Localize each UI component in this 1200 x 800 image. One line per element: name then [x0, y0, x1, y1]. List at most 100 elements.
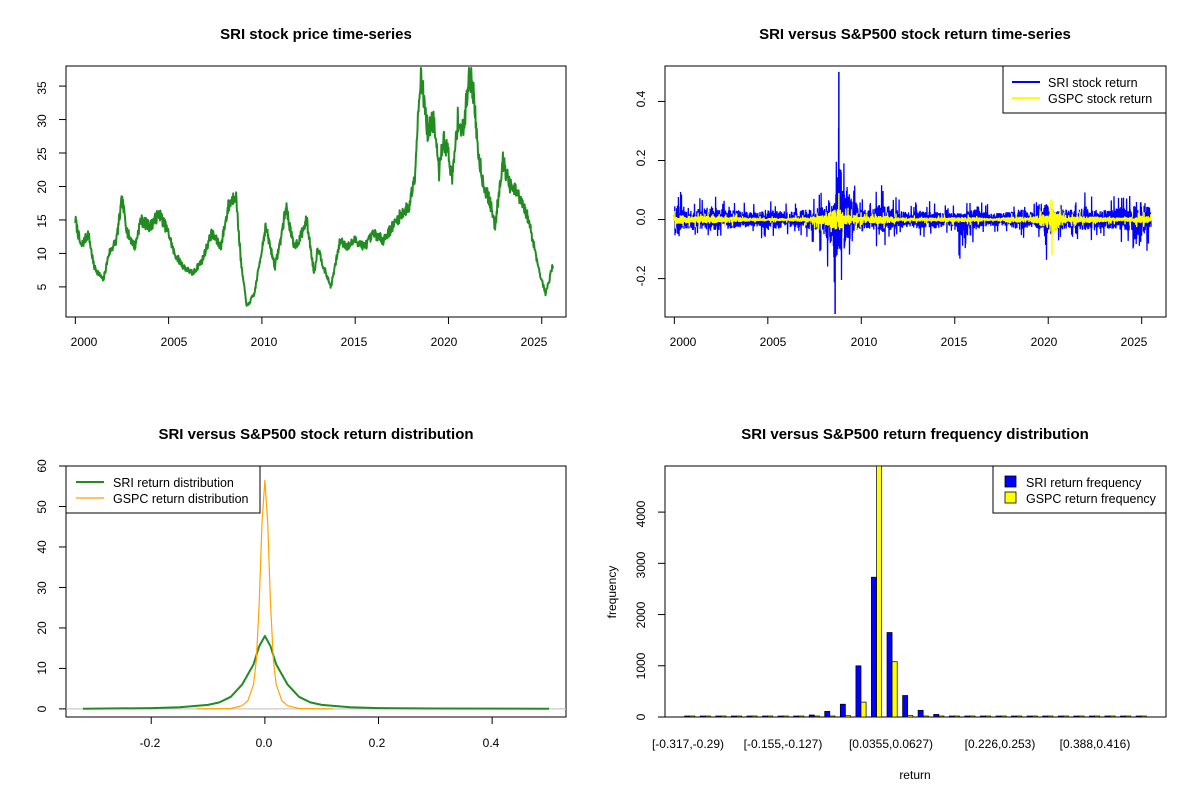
bar-sri: [1026, 715, 1033, 718]
bar-gspc: [907, 715, 914, 718]
y-tick-label: 40: [35, 540, 49, 554]
density-marks: [59, 465, 566, 724]
series-line-gspc-density: [196, 479, 334, 710]
bar-gspc: [1140, 715, 1147, 718]
x-tick-label: 2000: [71, 335, 98, 349]
x-tick-label: [0.0355,0.0627): [849, 737, 933, 751]
x-tick-label: 2015: [941, 335, 968, 349]
legend-label: GSPC stock return: [1048, 92, 1152, 106]
x-tick-label: 2010: [851, 335, 878, 349]
bar-gspc: [1000, 715, 1007, 718]
legend-label: SRI return frequency: [1026, 476, 1142, 490]
bar-sri: [855, 665, 862, 718]
panel-return-timeseries: SRI versus S&P500 stock return time-seri…: [634, 26, 1167, 349]
bar-gspc: [813, 715, 820, 718]
legend-returns: SRI stock return GSPC stock return: [1002, 65, 1167, 114]
bar-sri: [839, 703, 846, 718]
y-tick-label: 60: [35, 459, 49, 473]
bar-sri: [980, 715, 986, 718]
bar-gspc: [845, 715, 851, 718]
bar-sri: [1073, 715, 1080, 718]
bar-sri: [964, 715, 971, 718]
panel-price-timeseries: SRI stock price time-series 2000 2005 20…: [35, 26, 567, 349]
y-tick-label: 50: [35, 500, 49, 514]
plot-box-price: [65, 65, 567, 318]
x-tick-label: -0.2: [140, 736, 161, 750]
bar-gspc: [782, 715, 789, 718]
y-axis-returns: -0.2 0.0 0.2 0.4: [634, 90, 648, 286]
plot-box-density: [65, 465, 567, 718]
legend-frequency: SRI return frequency GSPC return frequen…: [992, 465, 1167, 514]
x-tick-label: 2025: [521, 335, 548, 349]
bar-sri: [715, 715, 722, 718]
bar-gspc: [829, 715, 836, 718]
series-line-gspc-return: [673, 199, 1152, 239]
bar-gspc: [751, 715, 758, 718]
y-tick-label: 10: [35, 661, 49, 675]
bar-sri: [995, 715, 1002, 718]
bar-gspc: [704, 715, 711, 718]
bar-gspc: [922, 715, 929, 718]
y-tick-label: 20: [35, 621, 49, 635]
bar-sri: [1104, 715, 1111, 718]
bar-sri: [762, 715, 768, 718]
x-tick-label: [-0.155,-0.127): [744, 737, 823, 751]
plot-box-frequency: [664, 465, 1167, 718]
legend-label: SRI stock return: [1048, 76, 1138, 90]
x-tick-label: [0.226,0.253): [965, 737, 1036, 751]
x-tick-label: 2015: [341, 335, 368, 349]
bar-sri: [793, 715, 800, 718]
y-tick-label: 4000: [634, 500, 648, 527]
legend-label: GSPC return distribution: [113, 492, 249, 506]
y-tick-label: 30: [35, 114, 49, 128]
bar-sri: [684, 715, 691, 718]
legend-box: [1002, 65, 1167, 114]
bar-sri: [1089, 715, 1095, 718]
y-tick-label: 0: [35, 705, 49, 712]
bar-sri: [1042, 715, 1049, 718]
x-tick-label: 2000: [670, 335, 697, 349]
bar-sri: [1120, 715, 1126, 718]
y-tick-label: 15: [35, 214, 49, 228]
bar-sri: [871, 576, 877, 718]
x-tick-label: [0.388,0.416): [1060, 737, 1131, 751]
x-axis-title: return: [899, 768, 930, 782]
y-tick-label: 0.2: [634, 149, 648, 166]
bar-gspc: [798, 715, 805, 718]
legend-box: [992, 465, 1167, 514]
bar-sri: [808, 714, 815, 718]
bar-sri: [746, 715, 753, 718]
bar-sri: [933, 714, 940, 718]
panel-frequency-distribution: SRI versus S&P500 return frequency distr…: [605, 426, 1167, 782]
legend-label: GSPC return frequency: [1026, 492, 1157, 506]
x-tick-label: 2020: [431, 335, 458, 349]
y-tick-label: 0.4: [634, 90, 648, 107]
chart-title-price: SRI stock price time-series: [220, 26, 412, 43]
bar-sri: [699, 715, 706, 718]
legend-label: SRI return distribution: [113, 476, 234, 490]
x-tick-label: [-0.317,-0.29): [652, 737, 724, 751]
bar-sri: [730, 715, 737, 718]
bar-gspc: [1047, 715, 1054, 718]
bar-gspc: [720, 715, 727, 718]
bar-gspc: [891, 661, 898, 718]
y-tick-label: 25: [35, 147, 49, 161]
x-tick-label: 2025: [1121, 335, 1148, 349]
bar-gspc: [1031, 715, 1038, 718]
bar-sri: [902, 695, 909, 718]
legend-swatch-gspc: [1004, 491, 1017, 504]
bar-gspc: [1063, 715, 1069, 718]
y-tick-label: 3000: [634, 551, 648, 578]
price-marks: [59, 67, 554, 324]
bar-gspc: [736, 715, 742, 718]
x-tick-label: 0.4: [483, 736, 500, 750]
plot-box-returns: [664, 65, 1167, 318]
y-tick-label: 5: [35, 283, 49, 290]
y-axis-title: frequency: [605, 566, 619, 619]
x-tick-label: 2005: [161, 335, 188, 349]
panel-return-distribution: SRI versus S&P500 stock return distribut…: [35, 426, 567, 750]
bar-gspc: [1094, 715, 1100, 718]
x-tick-label: 0.2: [369, 736, 386, 750]
y-tick-label: 0: [634, 713, 648, 720]
